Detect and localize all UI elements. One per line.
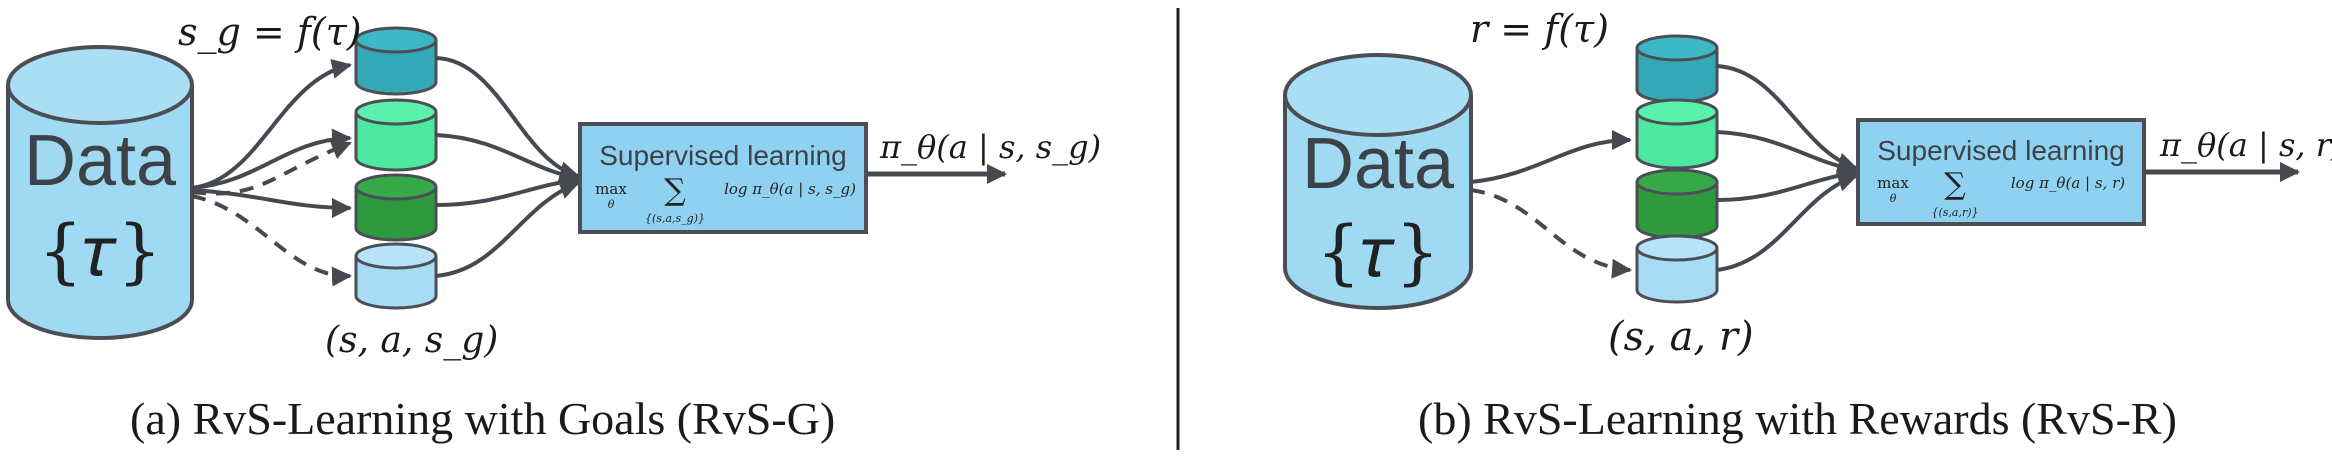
box-objective-b: log π_θ(a | s, r) — [2011, 174, 2125, 192]
box-sum-a: ∑ — [664, 173, 686, 208]
cylinder-green-b — [1635, 168, 1719, 240]
db-symbol-b: {𝜏} — [1316, 211, 1440, 293]
input-arrows-a — [191, 59, 352, 287]
box-sum-sub-b: {(s,a,r)} — [1931, 206, 1978, 219]
box-title-a: Supervised learning — [599, 140, 847, 171]
output-arrows-b — [1716, 64, 1858, 272]
panel-a: Data {𝜏} — [6, 10, 1101, 361]
db-label-a: Data — [24, 121, 177, 201]
box-objective-a: log π_θ(a | s, s_g) — [724, 180, 856, 198]
output-arrows-a — [435, 56, 580, 278]
caption-a: (a) RvS-Learning with Goals (RvS-G) — [130, 393, 836, 444]
output-label-a: π_θ(a | s, s_g) — [879, 128, 1101, 166]
bottom-label-b: (s, a, r) — [1608, 314, 1754, 360]
cylinder-mint-a — [354, 98, 438, 172]
output-label-b: π_θ(a | s, r) — [2159, 126, 2332, 164]
top-label-a: s_g = f(τ) — [178, 10, 362, 55]
box-sum-b: ∑ — [1944, 167, 1966, 202]
box-sum-sub-a: {(s,a,s_g)} — [645, 212, 705, 225]
box-title-b: Supervised learning — [1877, 135, 2125, 166]
box-max-sub-b: θ — [1890, 192, 1897, 205]
box-max-sub-a: θ — [608, 198, 615, 211]
cylinder-light-b — [1635, 234, 1719, 304]
box-max-a: max — [595, 180, 627, 198]
box-max-b: max — [1877, 174, 1909, 192]
input-arrows-b — [1470, 130, 1632, 279]
caption-b: (b) RvS-Learning with Rewards (RvS-R) — [1418, 393, 2177, 444]
cylinder-teal-a — [354, 26, 438, 96]
bottom-label-a: (s, a, s_g) — [325, 320, 498, 361]
db-symbol-a: {𝜏} — [38, 210, 162, 292]
cylinder-green-a — [354, 173, 438, 242]
data-cylinder-a: Data {𝜏} — [6, 45, 194, 340]
cylinder-mint-b — [1635, 98, 1719, 170]
cylinder-light-a — [354, 242, 438, 310]
panel-b: Data {𝜏} — [1283, 7, 2332, 360]
data-cylinder-b: Data {𝜏} — [1283, 53, 1473, 310]
supervised-box-b: Supervised learning max θ ∑ {(s,a,r)} lo… — [1856, 118, 2146, 226]
supervised-box-a: Supervised learning max θ ∑ {(s,a,s_g)} … — [578, 122, 868, 234]
cylinder-teal-b — [1635, 34, 1719, 104]
db-label-b: Data — [1302, 124, 1455, 204]
top-label-b: r = f(τ) — [1470, 7, 1609, 51]
